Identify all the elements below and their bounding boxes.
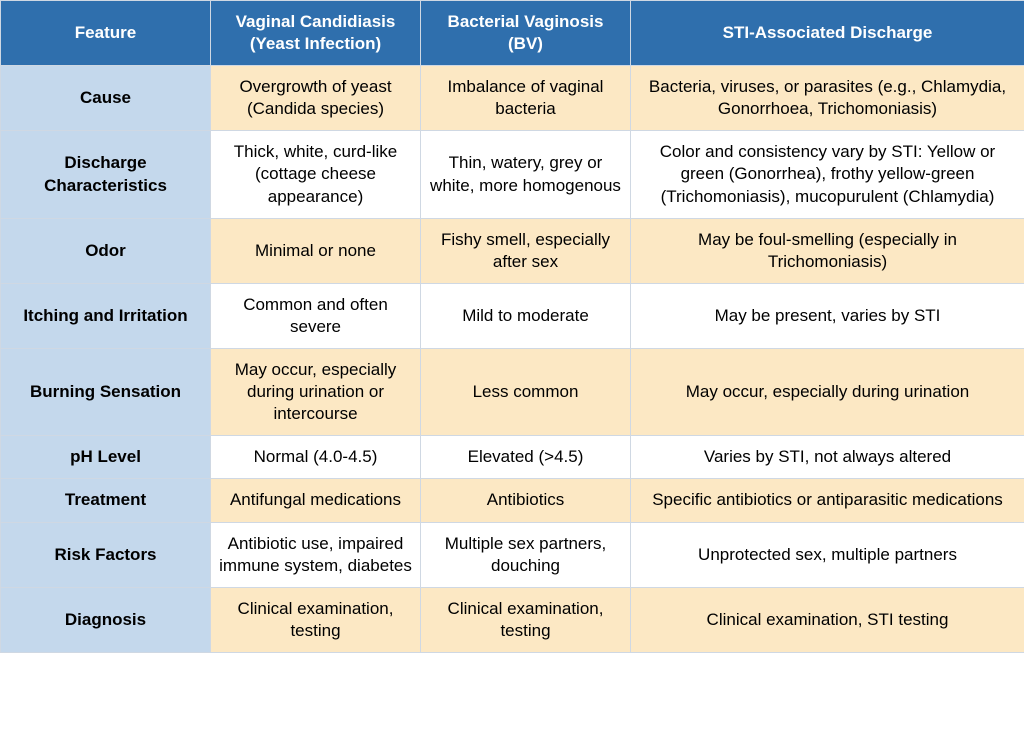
feature-cell: Risk Factors	[1, 522, 211, 587]
comparison-table: Feature Vaginal Candidiasis (Yeast Infec…	[0, 0, 1024, 653]
table-row: Discharge CharacteristicsThick, white, c…	[1, 131, 1024, 218]
data-cell: Unprotected sex, multiple partners	[631, 522, 1024, 587]
table-body: CauseOvergrowth of yeast (Candida specie…	[1, 66, 1024, 653]
table-row: DiagnosisClinical examination, testingCl…	[1, 587, 1024, 652]
feature-cell: Diagnosis	[1, 587, 211, 652]
feature-cell: Itching and Irritation	[1, 283, 211, 348]
data-cell: Mild to moderate	[421, 283, 631, 348]
data-cell: Clinical examination, testing	[211, 587, 421, 652]
data-cell: Clinical examination, testing	[421, 587, 631, 652]
data-cell: May occur, especially during urination o…	[211, 349, 421, 436]
data-cell: Varies by STI, not always altered	[631, 436, 1024, 479]
data-cell: Imbalance of vaginal bacteria	[421, 66, 631, 131]
data-cell: Minimal or none	[211, 218, 421, 283]
header-candidiasis: Vaginal Candidiasis (Yeast Infection)	[211, 1, 421, 66]
data-cell: Bacteria, viruses, or parasites (e.g., C…	[631, 66, 1024, 131]
table-row: OdorMinimal or noneFishy smell, especial…	[1, 218, 1024, 283]
data-cell: Common and often severe	[211, 283, 421, 348]
data-cell: Thick, white, curd-like (cottage cheese …	[211, 131, 421, 218]
feature-cell: Odor	[1, 218, 211, 283]
data-cell: Antifungal medications	[211, 479, 421, 522]
data-cell: Antibiotic use, impaired immune system, …	[211, 522, 421, 587]
data-cell: Normal (4.0-4.5)	[211, 436, 421, 479]
table-row: CauseOvergrowth of yeast (Candida specie…	[1, 66, 1024, 131]
header-feature: Feature	[1, 1, 211, 66]
feature-cell: Discharge Characteristics	[1, 131, 211, 218]
data-cell: May be foul-smelling (especially in Tric…	[631, 218, 1024, 283]
data-cell: Overgrowth of yeast (Candida species)	[211, 66, 421, 131]
data-cell: Elevated (>4.5)	[421, 436, 631, 479]
data-cell: Antibiotics	[421, 479, 631, 522]
feature-cell: Treatment	[1, 479, 211, 522]
table-row: Risk FactorsAntibiotic use, impaired imm…	[1, 522, 1024, 587]
data-cell: May be present, varies by STI	[631, 283, 1024, 348]
data-cell: Multiple sex partners, douching	[421, 522, 631, 587]
data-cell: Less common	[421, 349, 631, 436]
table-row: TreatmentAntifungal medicationsAntibioti…	[1, 479, 1024, 522]
table-row: pH LevelNormal (4.0-4.5)Elevated (>4.5)V…	[1, 436, 1024, 479]
data-cell: Clinical examination, STI testing	[631, 587, 1024, 652]
data-cell: May occur, especially during urination	[631, 349, 1024, 436]
data-cell: Thin, watery, grey or white, more homoge…	[421, 131, 631, 218]
table-row: Itching and IrritationCommon and often s…	[1, 283, 1024, 348]
feature-cell: Burning Sensation	[1, 349, 211, 436]
data-cell: Color and consistency vary by STI: Yello…	[631, 131, 1024, 218]
header-bv: Bacterial Vaginosis (BV)	[421, 1, 631, 66]
table-row: Burning SensationMay occur, especially d…	[1, 349, 1024, 436]
data-cell: Specific antibiotics or antiparasitic me…	[631, 479, 1024, 522]
table-header-row: Feature Vaginal Candidiasis (Yeast Infec…	[1, 1, 1024, 66]
feature-cell: pH Level	[1, 436, 211, 479]
header-sti: STI-Associated Discharge	[631, 1, 1024, 66]
data-cell: Fishy smell, especially after sex	[421, 218, 631, 283]
feature-cell: Cause	[1, 66, 211, 131]
